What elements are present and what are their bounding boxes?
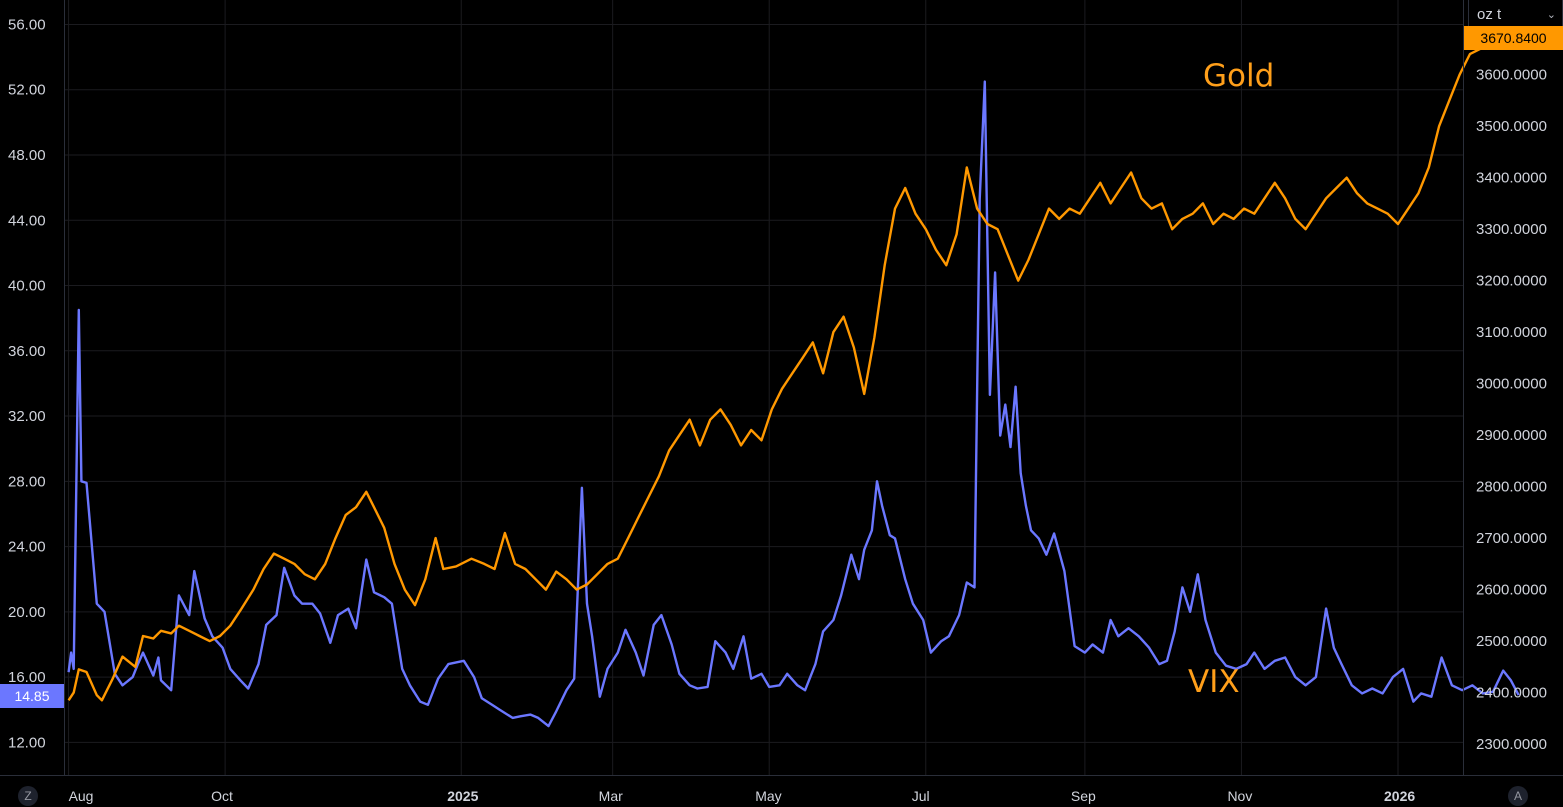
x-tick-label: 2025 [447, 788, 478, 804]
right-tick-label: 3200.0000 [1476, 273, 1547, 290]
x-tick-label: May [755, 788, 781, 804]
x-tick-label: Sep [1071, 788, 1096, 804]
gold-label: Gold [1203, 58, 1275, 94]
left-tick-label: 44.00 [8, 212, 46, 229]
left-tick-label: 56.00 [8, 16, 46, 33]
right-tick-label: 2600.0000 [1476, 582, 1547, 599]
series-layer [67, 27, 1520, 728]
left-tick-label: 48.00 [8, 147, 46, 164]
left-tick-label: 12.00 [8, 734, 46, 751]
left-tick-label: 52.00 [8, 82, 46, 99]
auto-scale-button[interactable]: A [1508, 786, 1528, 806]
gold-price-tag: 3670.8400 [1464, 26, 1563, 51]
left-tick-label: 28.00 [8, 473, 46, 490]
left-tick-label: 16.00 [8, 669, 46, 686]
x-tick-label: Jul [912, 788, 930, 804]
x-tick-label: Aug [69, 788, 94, 804]
right-tick-label: 2400.0000 [1476, 685, 1547, 702]
right-tick-label: 3600.0000 [1476, 67, 1547, 84]
left-tick-label: 24.00 [8, 539, 46, 556]
left-tick-label: 36.00 [8, 343, 46, 360]
right-tick-label: 2500.0000 [1476, 633, 1547, 650]
left-tick-label: 40.00 [8, 278, 46, 295]
right-tick-label: 2900.0000 [1476, 427, 1547, 444]
x-tick-label: Nov [1227, 788, 1252, 804]
timezone-toggle-button[interactable]: Z [18, 786, 38, 806]
right-tick-label: 3300.0000 [1476, 221, 1547, 238]
right-tick-label: 2300.0000 [1476, 736, 1547, 753]
vix-label: VIX [1188, 664, 1240, 700]
x-tick-label: 2026 [1384, 788, 1415, 804]
x-tick-label: Oct [211, 788, 233, 804]
right-tick-label: 3100.0000 [1476, 324, 1547, 341]
left-tick-label: 32.00 [8, 408, 46, 425]
vix-price-tag: 14.85 [0, 683, 64, 708]
right-tick-label: 3400.0000 [1476, 170, 1547, 187]
right-tick-label: 2700.0000 [1476, 530, 1547, 547]
vix-series-line [67, 80, 1520, 728]
right-tick-label: 2800.0000 [1476, 479, 1547, 496]
left-tick-label: 20.00 [8, 604, 46, 621]
chevron-down-icon: ⌄ [1546, 9, 1556, 21]
gold-series-line [67, 27, 1520, 702]
x-tick-label: Mar [599, 788, 623, 804]
grid-lines [64, 0, 1463, 775]
right-tick-label: 3500.0000 [1476, 118, 1547, 135]
unit-label: oz t [1477, 6, 1502, 23]
right-tick-label: 3000.0000 [1476, 376, 1547, 393]
